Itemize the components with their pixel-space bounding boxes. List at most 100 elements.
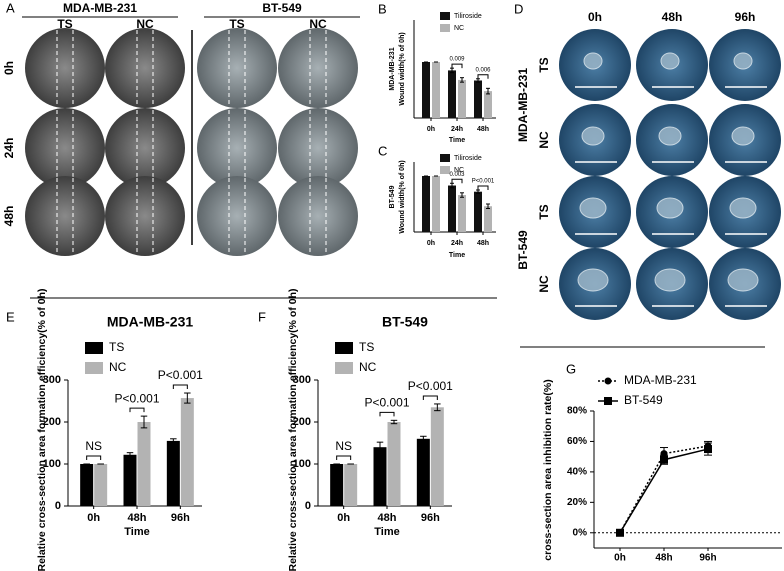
y-tick-label: 60% <box>567 436 587 447</box>
y-tick-label: 40% <box>567 467 587 478</box>
x-tick-label: 48h <box>477 240 489 247</box>
micrograph <box>105 176 185 256</box>
spheroid <box>656 197 684 219</box>
x-tick-label: 24h <box>451 126 463 133</box>
y-tick-label: 200 <box>43 416 61 428</box>
micrograph <box>25 108 105 188</box>
micrograph <box>105 108 185 188</box>
y-axis-label: Wound width(% of 0h) <box>399 160 406 233</box>
spheroid <box>731 126 755 146</box>
x-tick-label: 96h <box>421 512 440 524</box>
row-label: 48h <box>2 206 16 227</box>
bar <box>94 464 108 506</box>
spheroid <box>577 268 609 292</box>
spheroid <box>583 52 603 70</box>
bar <box>474 80 482 118</box>
y-tick-label: 0 <box>55 500 61 512</box>
y-axis-label: Wound width(% of 0h) <box>399 32 406 105</box>
significance-bracket <box>477 185 489 190</box>
y-tick-label: 80% <box>567 406 587 417</box>
panel-letter: E <box>6 309 15 324</box>
chart-title: MDA-MB-231 <box>107 314 194 330</box>
group-label: BT-549 <box>516 230 530 270</box>
column-label: 48h <box>662 10 683 24</box>
y-tick-label: 300 <box>43 374 61 386</box>
group-header: MDA-MB-231 <box>63 1 137 15</box>
column-label: 0h <box>588 10 602 24</box>
legend-swatch <box>85 342 103 354</box>
y-axis-label: BT-549 <box>389 185 396 208</box>
panel-letter: B <box>378 1 387 16</box>
line <box>619 445 709 534</box>
bar <box>448 70 456 118</box>
group-label: MDA-MB-231 <box>516 68 530 142</box>
x-tick-label: 96h <box>699 553 716 564</box>
bar <box>416 438 430 506</box>
row-label: NC <box>537 275 551 293</box>
legend-swatch <box>335 362 353 374</box>
legend-label: TS <box>359 340 374 354</box>
row-label: TS <box>537 57 551 72</box>
y-tick-label: 200 <box>293 416 311 428</box>
significance-bracket <box>129 407 145 413</box>
spheroid <box>660 52 680 70</box>
significance-label: 0.006 <box>475 67 491 73</box>
y-tick-label: 20% <box>567 497 587 508</box>
significance-label: P<0.001 <box>114 391 159 405</box>
significance-label: NS <box>85 439 102 453</box>
significance-bracket <box>477 74 489 79</box>
significance-bracket <box>379 411 395 417</box>
bar <box>166 440 180 506</box>
bar <box>137 422 151 506</box>
row-label: NC <box>537 131 551 149</box>
x-tick-label: 48h <box>477 126 489 133</box>
y-tick-label: 0 <box>305 500 311 512</box>
group-header: BT-549 <box>262 1 302 15</box>
legend-label: TS <box>109 340 124 354</box>
legend-label: Tiliroside <box>454 155 482 162</box>
significance-bracket <box>86 455 102 460</box>
spheroid <box>579 197 607 219</box>
legend-swatch <box>85 362 103 374</box>
legend-label: BT-549 <box>624 393 663 407</box>
bar <box>344 464 358 506</box>
x-tick-label: 0h <box>614 553 626 564</box>
bar <box>474 191 482 232</box>
micrograph <box>278 28 358 108</box>
micrograph <box>25 176 105 256</box>
legend-label: Tiliroside <box>454 13 482 20</box>
x-tick-label: 0h <box>427 240 435 247</box>
legend-label: NC <box>359 360 377 374</box>
bar <box>422 176 430 232</box>
column-label: TS <box>229 17 244 31</box>
x-axis-label: Time <box>449 252 465 259</box>
panel-letter: G <box>566 361 576 376</box>
significance-bracket <box>336 455 352 460</box>
significance-label: P<0.001 <box>364 395 409 409</box>
y-tick-label: 100 <box>43 458 61 470</box>
panel-letter: D <box>514 1 523 16</box>
legend-label: NC <box>454 25 464 32</box>
legend-marker <box>604 377 612 385</box>
legend-swatch <box>440 154 450 162</box>
spheroid <box>658 126 682 146</box>
y-axis-label: Relative cross-section area formation ef… <box>36 288 48 571</box>
x-axis-label: Time <box>374 526 399 538</box>
spheroid <box>581 126 605 146</box>
spheroid <box>733 52 753 70</box>
column-label: 96h <box>735 10 756 24</box>
panel-letter: F <box>258 309 266 324</box>
significance-bracket <box>451 63 463 69</box>
y-axis-label: cross-section area inhibition rate(%) <box>542 379 554 560</box>
column-label: NC <box>136 17 154 31</box>
significance-bracket <box>451 178 463 184</box>
bar <box>458 195 466 232</box>
bar <box>80 464 94 506</box>
micrograph <box>25 28 105 108</box>
x-tick-label: 0h <box>337 512 350 524</box>
significance-bracket <box>172 384 188 390</box>
bar <box>448 185 456 232</box>
row-label: 24h <box>2 138 16 159</box>
y-tick-label: 300 <box>293 374 311 386</box>
